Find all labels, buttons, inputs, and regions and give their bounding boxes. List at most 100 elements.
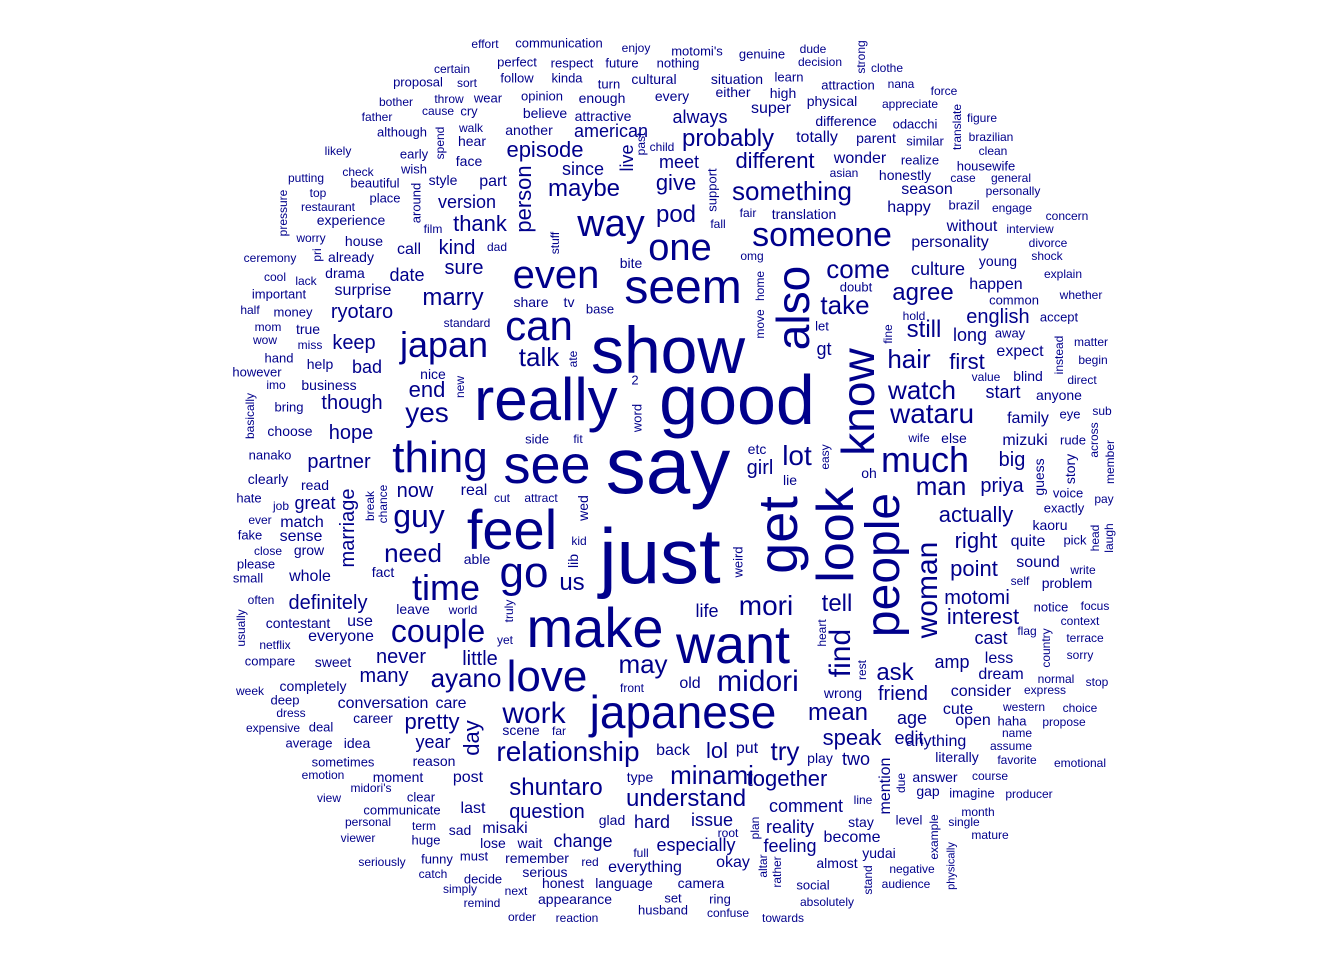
word-quite: quite [1010, 533, 1046, 550]
word-simply: simply [442, 882, 478, 896]
word-let: let [815, 318, 829, 334]
word-american: american [573, 121, 649, 141]
word-ceremony: ceremony [243, 251, 297, 265]
word-ayano: ayano [430, 663, 502, 693]
word-leave: leave [396, 601, 430, 617]
word-language: language [595, 875, 653, 891]
word-money: money [273, 304, 313, 320]
word-english: english [966, 306, 1030, 328]
word-pretty: pretty [404, 709, 460, 734]
word-fair: fair [739, 206, 757, 220]
word-laugh: laugh [1102, 523, 1116, 553]
word-part: part [479, 173, 507, 190]
word-altar: altar [756, 854, 770, 878]
word-seriously: seriously [358, 855, 406, 869]
word-make: make [526, 596, 664, 659]
word-ring: ring [709, 891, 731, 907]
word-issue: issue [690, 810, 734, 830]
word-hear: hear [457, 133, 487, 149]
word-plan: plan [748, 816, 762, 840]
word-wish: wish [400, 161, 428, 177]
word-conversation: conversation [337, 695, 429, 712]
word-word: word [629, 403, 645, 433]
word-mori: mori [738, 590, 794, 621]
word-mean: mean [807, 699, 869, 726]
word-omg: omg [740, 249, 764, 263]
word-everyone: everyone [308, 628, 374, 645]
word-kaoru: kaoru [1032, 517, 1068, 533]
word-everything: everything [608, 859, 682, 876]
word-engage: engage [991, 201, 1033, 215]
word-answer: answer [912, 769, 958, 785]
word-etc: etc [747, 441, 767, 457]
word-though: though [321, 392, 383, 414]
word-expect: expect [996, 343, 1044, 360]
word-clothe: clothe [870, 61, 904, 75]
word-gt: gt [816, 339, 832, 359]
word-rather: rather [770, 856, 784, 888]
word-whole: whole [289, 568, 331, 585]
word-social: social [796, 877, 830, 893]
word-name: name [1001, 726, 1033, 740]
word-someone: someone [752, 216, 892, 254]
word-midori: midori [717, 665, 799, 698]
word-friend: friend [877, 683, 929, 705]
word-please: please [236, 556, 276, 572]
word-always: always [672, 107, 728, 127]
word-average: average [285, 735, 333, 751]
word-guess: guess [1031, 458, 1047, 496]
word-lose: lose [480, 835, 506, 851]
word-exactly: exactly [1043, 500, 1085, 516]
word-asian: asian [829, 166, 859, 180]
word-really: really [474, 366, 618, 433]
word-edit: edit [894, 728, 924, 748]
word-producer: producer [1005, 787, 1053, 801]
word-job: job [272, 499, 290, 513]
word-translate: translate [950, 103, 964, 151]
word-priya: priya [980, 475, 1024, 497]
word-happy: happy [887, 199, 931, 216]
word-able: able [463, 551, 491, 567]
word-yudai: yudai [862, 845, 896, 861]
word-year: year [415, 732, 451, 752]
word-want: want [675, 615, 791, 675]
word-stop: stop [1085, 675, 1109, 689]
word-much: much [880, 439, 970, 480]
word-still: still [906, 316, 942, 343]
word-difference: difference [815, 113, 877, 129]
word-one: one [648, 227, 712, 269]
word-odacchi: odacchi [892, 116, 938, 132]
word-experience: experience [316, 212, 386, 228]
word-clearly: clearly [247, 471, 289, 487]
word-wife: wife [908, 431, 930, 445]
word-throw: throw [434, 92, 464, 106]
word-course: course [971, 769, 1009, 783]
word-try: try [770, 736, 800, 766]
word-choice: choice [1062, 701, 1098, 715]
word-love: love [506, 652, 588, 701]
word-mention: mention [877, 757, 894, 815]
word-date: date [389, 265, 425, 285]
word-eye: eye [1059, 406, 1081, 422]
word-okay: okay [716, 854, 750, 871]
word-tv: tv [563, 294, 575, 310]
word-attraction: attraction [821, 77, 875, 93]
word-right: right [954, 528, 998, 553]
word-context: context [1060, 614, 1100, 628]
word-old: old [679, 675, 701, 692]
word-towards: towards [761, 911, 805, 925]
word-reality: reality [765, 817, 815, 837]
word-type: type [626, 769, 654, 785]
word-motomi-s: motomi's [671, 43, 723, 59]
word-understand: understand [625, 785, 747, 812]
word-know: know [832, 348, 884, 456]
word-realize: realize [900, 152, 940, 168]
word-ryotaro: ryotaro [330, 301, 394, 323]
word-call: call [396, 241, 422, 258]
word-man: man [915, 471, 967, 501]
word-set: set [664, 890, 682, 906]
word-pay: pay [1094, 492, 1114, 506]
word-cause: cause [421, 104, 455, 118]
word-actually: actually [938, 502, 1014, 527]
word-proposal: proposal [393, 74, 443, 90]
